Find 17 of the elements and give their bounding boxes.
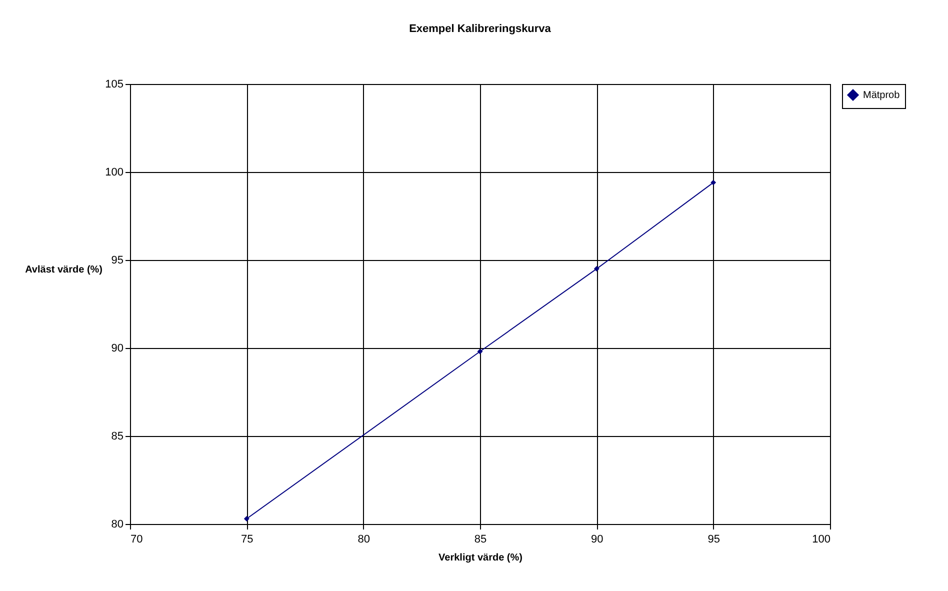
y-tick-label: 105: [105, 78, 124, 90]
chart-title: Exempel Kalibreringskurva: [409, 23, 552, 35]
x-axis-title: Verkligt värde (%): [438, 552, 522, 564]
x-tick-label: 100: [812, 534, 830, 546]
x-tick-label: 90: [591, 534, 604, 546]
y-tick-label: 95: [111, 254, 124, 266]
x-tick-label: 80: [358, 534, 370, 546]
y-tick-label: 80: [111, 518, 124, 530]
y-tick-label: 90: [111, 342, 124, 354]
x-tick-label: 95: [708, 534, 720, 546]
y-tick-label: 100: [105, 166, 124, 178]
x-tick-label: 85: [474, 534, 487, 546]
y-tick-label: 85: [111, 430, 124, 442]
x-tick-label: 75: [241, 534, 254, 546]
y-axis-title: Avläst värde (%): [25, 264, 102, 276]
x-tick-label: 70: [130, 534, 143, 546]
legend-label: Mätprob: [863, 90, 900, 101]
